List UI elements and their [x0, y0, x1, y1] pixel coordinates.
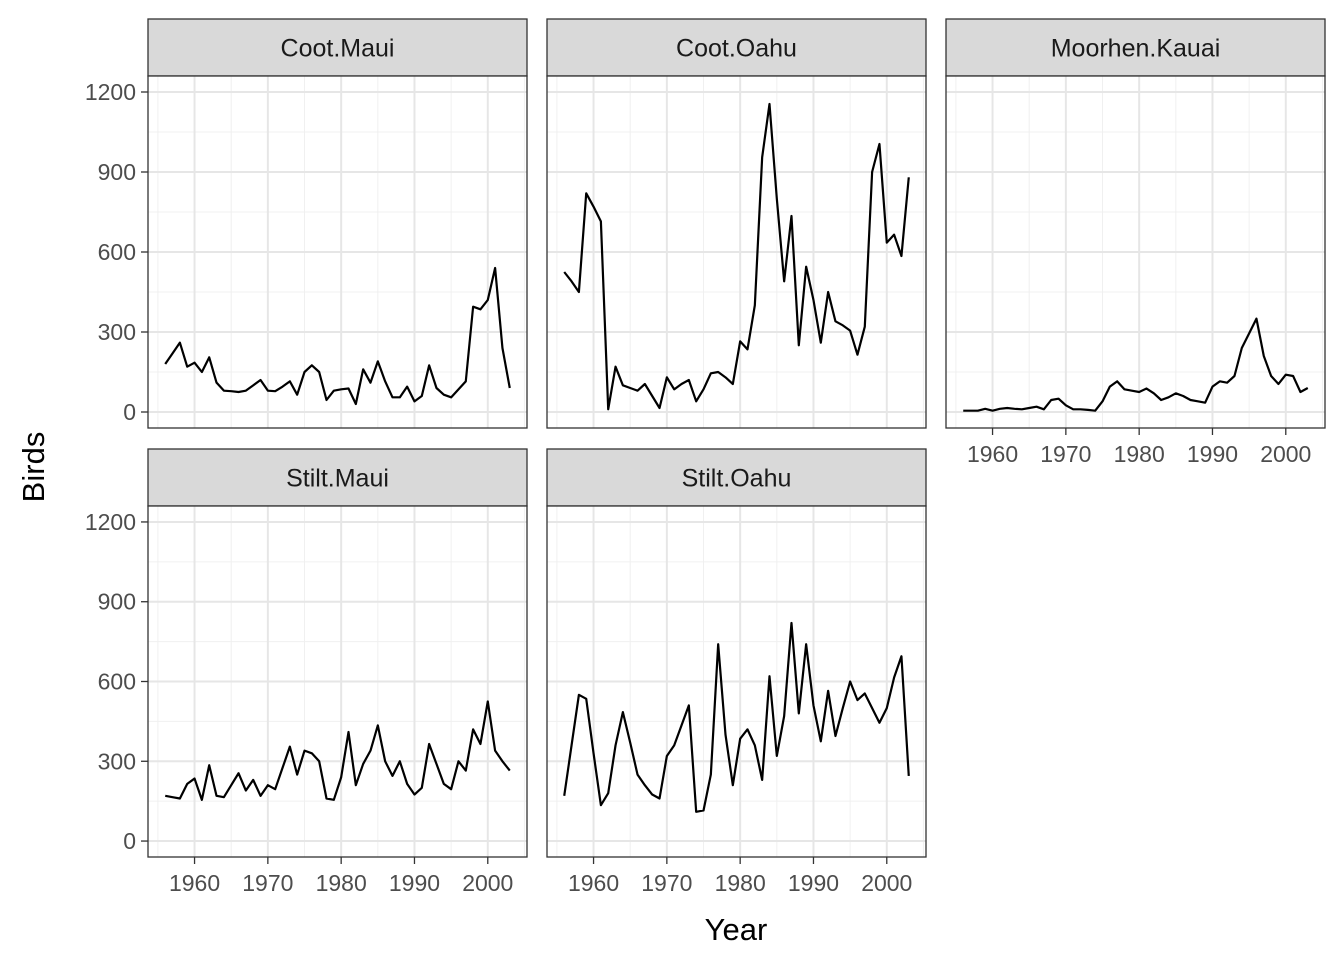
facet-panel-coot-maui: Coot.Maui 0 300 600 900 1200	[85, 18, 528, 429]
panel-border	[945, 75, 1326, 429]
facet-strip-label: Coot.Maui	[281, 35, 395, 63]
x-tick-label: 1990	[389, 870, 440, 896]
x-tick-label: 1990	[1187, 441, 1238, 467]
x-tick-label: 1990	[788, 870, 839, 896]
x-tick-label: 1960	[568, 870, 619, 896]
y-tick-label: 300	[98, 748, 136, 774]
facet-strip-label: Stilt.Oahu	[682, 465, 792, 493]
panel-gridlines	[148, 76, 527, 428]
panel-border	[546, 75, 927, 429]
x-tick-label: 1980	[316, 870, 367, 896]
y-axis-title: Birds	[16, 432, 51, 503]
y-tick-label: 1200	[85, 79, 136, 105]
panel-gridlines	[148, 506, 527, 857]
y-tick-label: 300	[98, 319, 136, 345]
facet-strip-coot-maui	[147, 18, 528, 77]
x-tick-label: 1960	[169, 870, 220, 896]
x-tick-label: 2000	[462, 870, 513, 896]
y-tick-label: 1200	[85, 509, 136, 535]
series-line-moorhen-kauai	[963, 317, 1309, 412]
facet-panel-stilt-maui: Stilt.Maui 0 300 600 900 1200 1960 1970 1980 1990…	[85, 448, 528, 896]
panel-gridlines	[946, 76, 1325, 428]
panel-gridlines	[547, 76, 926, 428]
facet-panel-moorhen-kauai: Moorhen.Kauai 1960 1970 1980 1990 2000	[945, 18, 1326, 467]
x-tick-label: 2000	[1260, 441, 1311, 467]
facet-strip-label: Stilt.Maui	[286, 465, 389, 493]
facet-strip-moorhen-kauai	[945, 18, 1326, 77]
facet-strip-label: Moorhen.Kauai	[1051, 35, 1221, 63]
y-tick-label: 0	[123, 399, 136, 425]
panel-border	[546, 505, 927, 858]
facet-strip-label: Coot.Oahu	[676, 35, 797, 63]
facet-panel-coot-oahu: Coot.Oahu	[546, 18, 927, 429]
series-line-coot-oahu	[563, 102, 910, 411]
x-tick-label: 2000	[861, 870, 912, 896]
x-axis-title: Year	[705, 912, 768, 947]
y-tick-label: 600	[98, 669, 136, 695]
x-tick-label: 1970	[641, 870, 692, 896]
x-tick-label: 1970	[1040, 441, 1091, 467]
x-tick-label: 1980	[715, 870, 766, 896]
x-tick-label: 1960	[967, 441, 1018, 467]
y-tick-label: 600	[98, 239, 136, 265]
x-tick-label: 1970	[242, 870, 293, 896]
panel-gridlines	[547, 506, 926, 857]
series-line-stilt-maui	[165, 700, 511, 801]
x-tick-label: 1980	[1114, 441, 1165, 467]
y-tick-label: 0	[123, 828, 136, 854]
facet-strip-stilt-oahu	[546, 448, 927, 507]
series-line-stilt-oahu	[563, 621, 910, 813]
y-tick-label: 900	[98, 589, 136, 615]
y-tick-label: 900	[98, 159, 136, 185]
facet-panel-stilt-oahu: Stilt.Oahu 1960 1970 1980 1990 2000	[546, 448, 927, 896]
series-line-coot-maui	[164, 266, 511, 406]
